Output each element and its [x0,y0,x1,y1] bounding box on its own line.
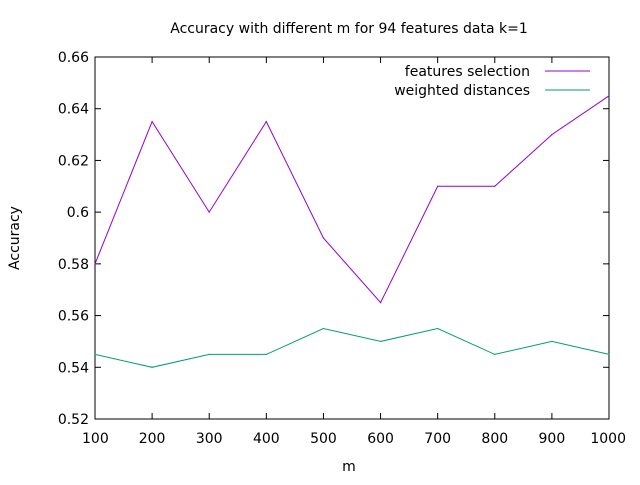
chart-title: Accuracy with different m for 94 feature… [170,21,528,37]
data-point [379,340,382,343]
x-tick-label: 300 [196,431,223,447]
data-point [551,340,553,343]
data-point [151,366,153,368]
x-tick-label: 400 [253,431,280,447]
y-tick-label: 0.54 [58,360,89,376]
series-line-2 [94,327,610,368]
x-tick-label: 900 [539,431,566,447]
y-tick-label: 0.64 [58,102,89,118]
x-tick-label: 100 [82,431,109,447]
y-axis-label: Accuracy [7,206,23,270]
legend: features selection weighted distances [394,64,590,99]
x-tick-label: 700 [424,431,451,447]
x-tick-label: 600 [367,431,394,447]
series-lines [94,95,610,368]
axis-ticks: 0.52 0.54 0.56 0.58 0.6 0.62 0.64 0.66 100 200 300… [58,50,626,447]
data-point [265,121,267,123]
x-tick-label: 800 [481,431,508,447]
y-tick-label: 0.56 [58,309,89,325]
legend-entry-label: features selection [405,64,530,80]
x-tick-label: 200 [139,431,166,447]
y-tick-label: 0.62 [58,153,89,169]
data-point [208,353,210,355]
data-point [379,302,382,304]
series-line-1 [94,95,610,304]
x-axis-label: m [342,459,356,475]
data-point [322,327,325,330]
data-point [608,353,610,355]
legend-entry-label: weighted distances [394,83,530,99]
data-point [437,185,439,187]
y-tick-label: 0.66 [58,50,89,66]
y-tick-label: 0.52 [58,412,89,428]
y-tick-label: 0.58 [58,257,89,273]
data-point [437,327,439,330]
data-point [265,353,267,355]
data-point [94,353,96,355]
data-point [151,121,153,123]
data-point [94,263,96,265]
y-tick-label: 0.6 [67,205,89,221]
x-tick-label: 1000 [590,431,626,447]
data-point [208,211,210,213]
plot-area-frame [94,56,610,420]
data-point [608,95,610,97]
data-point [494,353,496,355]
data-point [322,237,325,239]
data-point [494,185,496,187]
data-point [551,133,553,136]
x-tick-label: 500 [310,431,337,447]
